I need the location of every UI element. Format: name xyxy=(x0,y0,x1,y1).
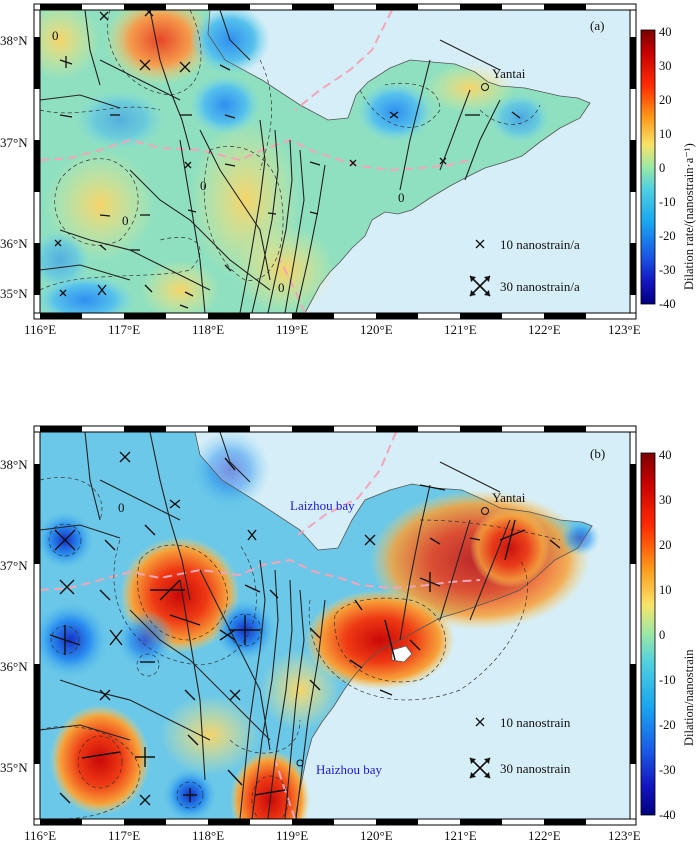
contour-label: 0 xyxy=(200,178,207,193)
panel-a-lat-ticks: 38°N 37°N 36°N 35°N xyxy=(0,33,28,301)
panel-b-haizhou-label: Haizhou bay xyxy=(316,762,383,777)
panel-a-contours xyxy=(40,10,541,291)
contour-label: 0 xyxy=(398,190,405,205)
lon-tick: 116°E xyxy=(24,322,56,337)
contour-label: 0 xyxy=(278,280,285,295)
panel-a-legend: 10 nanostrain/a 30 nanostrain/a xyxy=(469,237,580,297)
lat-tick: 37°N xyxy=(0,135,28,150)
lon-tick: 116°E xyxy=(24,828,56,843)
lon-tick: 118°E xyxy=(192,322,224,337)
panel-b-frame xyxy=(33,425,637,826)
legend-small-label: 10 nanostrain xyxy=(500,715,571,730)
colorbar-tick: 40 xyxy=(659,448,672,462)
panel-a-contour-labels: 0 0 0 0 0 xyxy=(52,28,405,295)
lat-tick: 38°N xyxy=(0,33,28,48)
panel-a-coastline xyxy=(207,10,591,313)
panel-a-yantai-marker xyxy=(481,83,489,91)
panel-b-coastline xyxy=(194,432,593,819)
panel-b-yantai-label: Yantai xyxy=(492,490,526,505)
panel-b-contour-labels: 0 xyxy=(118,500,125,515)
colorbar-tick: -10 xyxy=(659,195,676,209)
colorbar-tick: 0 xyxy=(659,161,665,175)
legend-large-label: 30 nanostrain/a xyxy=(500,279,580,294)
colorbar-tick: 20 xyxy=(659,538,672,552)
panel-b-colorbar: 40 30 20 10 0 -10 -20 -30 -40 Dilation/n… xyxy=(640,448,696,822)
lon-tick: 122°E xyxy=(528,322,561,337)
colorbar-tick: -30 xyxy=(659,263,676,277)
colorbar-tick: -20 xyxy=(659,229,676,243)
colorbar-tick: -10 xyxy=(659,673,676,687)
lat-tick: 35°N xyxy=(0,286,28,301)
contour-label: 0 xyxy=(118,500,125,515)
lon-tick: 120°E xyxy=(360,322,393,337)
panel-b-map: 0 Laizhou bay Haizhou bay Yantai 10 nano… xyxy=(40,432,630,819)
colorbar-title: Dilation rate/(nanostrain·a⁻¹) xyxy=(682,143,696,290)
colorbar-tick: 10 xyxy=(659,127,672,141)
panel-b-label: (b) xyxy=(590,446,605,461)
panel-b-faults xyxy=(40,432,511,819)
lon-tick: 123°E xyxy=(608,828,641,843)
lon-tick: 118°E xyxy=(192,828,224,843)
lat-tick: 37°N xyxy=(0,558,28,573)
lat-tick: 36°N xyxy=(0,236,28,251)
lon-tick: 117°E xyxy=(108,828,140,843)
panel-b-laizhou-label: Laizhou bay xyxy=(290,498,355,513)
colorbar-tick: 40 xyxy=(659,25,672,39)
colorbar-tick: -40 xyxy=(659,297,676,311)
lon-tick: 122°E xyxy=(528,828,561,843)
lat-tick: 36°N xyxy=(0,659,28,674)
panel-a-map: 0 0 0 0 0 Yantai 10 nanostrain/a 30 nano… xyxy=(40,10,630,313)
lon-tick: 121°E xyxy=(444,828,477,843)
legend-large-label: 30 nanostrain xyxy=(500,761,571,776)
lon-tick: 119°E xyxy=(276,322,308,337)
panel-b-yantai-marker xyxy=(481,507,489,515)
colorbar-tick: -20 xyxy=(659,718,676,732)
panel-a-label: (a) xyxy=(590,18,604,33)
panel-b-lat-ticks: 38°N 37°N 36°N 35°N xyxy=(0,457,28,775)
contour-label: 0 xyxy=(52,28,59,43)
lat-tick: 35°N xyxy=(0,760,28,775)
panel-a-strain-crosses xyxy=(54,10,521,309)
panel-b-haizhou-marker xyxy=(296,759,304,767)
panel-b-lon-ticks: 116°E 117°E 118°E 119°E 120°E 121°E 122°… xyxy=(24,828,641,843)
colorbar-title: Dilation/nanostrain xyxy=(682,649,696,746)
colorbar-tick: 20 xyxy=(659,93,672,107)
colorbar-tick: -30 xyxy=(659,763,676,777)
contour-label: 0 xyxy=(122,213,129,228)
colorbar-tick: 30 xyxy=(659,59,672,73)
panel-a-lon-ticks: 116°E 117°E 118°E 119°E 120°E 121°E 122°… xyxy=(24,322,641,337)
lon-tick: 123°E xyxy=(608,322,641,337)
panel-a-yantai-label: Yantai xyxy=(492,66,526,81)
lat-tick: 38°N xyxy=(0,457,28,472)
lon-tick: 121°E xyxy=(444,322,477,337)
legend-small-label: 10 nanostrain/a xyxy=(500,237,580,252)
colorbar-tick: 30 xyxy=(659,493,672,507)
lon-tick: 119°E xyxy=(276,828,308,843)
colorbar-tick: 0 xyxy=(659,628,665,642)
panel-b-island xyxy=(391,645,413,663)
lon-tick: 117°E xyxy=(108,322,140,337)
panel-a-frame xyxy=(33,3,637,320)
panel-a-colorbar: 40 30 20 10 0 -10 -20 -30 -40 Dilation r… xyxy=(640,25,696,311)
panel-b-legend: 10 nanostrain 30 nanostrain xyxy=(469,715,571,779)
colorbar-tick: -40 xyxy=(659,808,676,822)
lon-tick: 120°E xyxy=(360,828,393,843)
panel-b-contours xyxy=(40,477,561,819)
colorbar-tick: 10 xyxy=(659,583,672,597)
panel-b-strain-crosses xyxy=(49,451,561,806)
